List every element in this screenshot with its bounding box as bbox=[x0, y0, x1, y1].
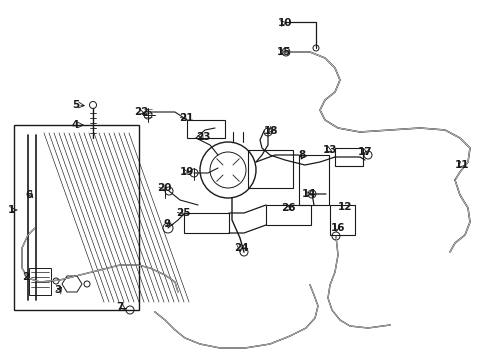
Bar bbox=[29, 268, 51, 295]
Bar bbox=[14, 125, 139, 310]
Text: 10: 10 bbox=[278, 18, 292, 28]
Text: 24: 24 bbox=[234, 243, 248, 253]
Bar bbox=[186, 120, 224, 138]
Text: 15: 15 bbox=[276, 47, 291, 57]
Text: 4: 4 bbox=[72, 120, 79, 130]
Bar bbox=[329, 205, 354, 235]
Bar bbox=[247, 150, 292, 188]
Text: 13: 13 bbox=[323, 145, 337, 155]
Text: 2: 2 bbox=[22, 272, 29, 282]
Bar bbox=[334, 148, 362, 166]
Text: 16: 16 bbox=[330, 223, 345, 233]
Text: 22: 22 bbox=[134, 107, 148, 117]
Text: 5: 5 bbox=[72, 100, 79, 110]
Text: 12: 12 bbox=[337, 202, 352, 212]
Text: 23: 23 bbox=[196, 132, 210, 142]
Text: 20: 20 bbox=[157, 183, 171, 193]
Text: 17: 17 bbox=[357, 147, 372, 157]
Bar bbox=[183, 213, 228, 233]
Text: 9: 9 bbox=[163, 219, 170, 229]
Text: 18: 18 bbox=[264, 126, 278, 136]
Bar bbox=[298, 155, 328, 205]
Text: 1: 1 bbox=[8, 205, 15, 215]
Text: 8: 8 bbox=[297, 150, 305, 160]
Text: 3: 3 bbox=[54, 285, 61, 295]
Text: 21: 21 bbox=[179, 113, 193, 123]
Text: 25: 25 bbox=[176, 208, 190, 218]
Text: 26: 26 bbox=[281, 203, 295, 213]
Text: 19: 19 bbox=[180, 167, 194, 177]
Text: 11: 11 bbox=[454, 160, 468, 170]
Bar bbox=[265, 205, 310, 225]
Text: 6: 6 bbox=[25, 190, 32, 200]
Text: 14: 14 bbox=[302, 189, 316, 199]
Text: 7: 7 bbox=[116, 302, 123, 312]
